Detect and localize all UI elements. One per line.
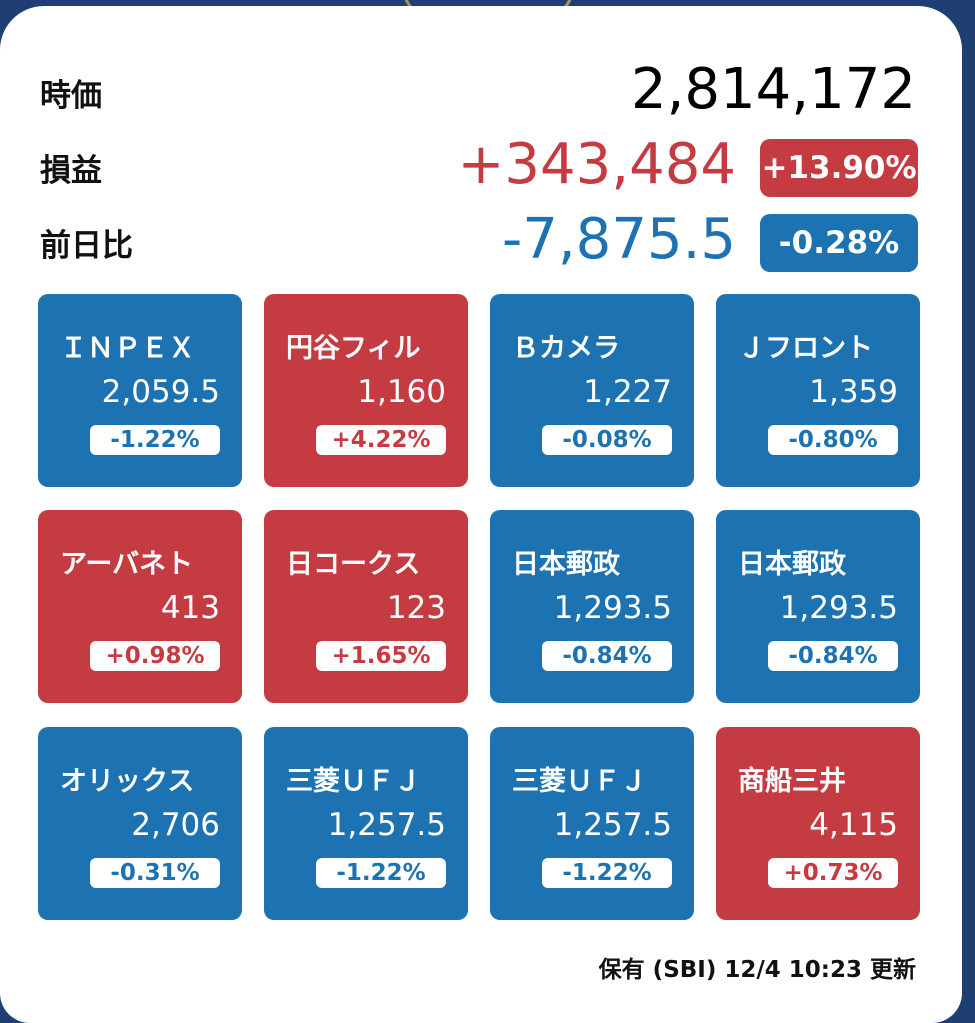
stock-name: 三菱ＵＦＪ: [512, 766, 647, 797]
profit-loss-label: 損益: [40, 153, 102, 189]
stock-tile-inpex[interactable]: ＩＮＰＥＸ 2,059.5 -1.22%: [38, 294, 242, 487]
market-value: 2,814,172: [630, 57, 916, 122]
update-status-text: 保有 (SBI) 12/4 10:23 更新: [598, 957, 916, 983]
stock-tile-orix[interactable]: オリックス 2,706 -0.31%: [38, 727, 242, 920]
market-value-row: 時価 2,814,172: [0, 58, 962, 122]
stock-change-badge: -0.80%: [768, 425, 898, 455]
stock-name: 日本郵政: [738, 549, 846, 580]
stock-name: Ｂカメラ: [512, 333, 620, 364]
stock-tile-urbanet[interactable]: アーバネト 413 +0.98%: [38, 510, 242, 703]
stock-price: 4,115: [809, 807, 898, 843]
day-change-percent-badge: -0.28%: [760, 214, 918, 272]
stock-price: 1,293.5: [553, 590, 672, 626]
stock-tile-nippon-coke[interactable]: 日コークス 123 +1.65%: [264, 510, 468, 703]
stock-price: 1,257.5: [553, 807, 672, 843]
stock-change-badge: -1.22%: [316, 858, 446, 888]
stock-tile-japan-post[interactable]: 日本郵政 1,293.5 -0.84%: [490, 510, 694, 703]
profit-loss-row: 損益 +343,484 +13.90%: [0, 133, 962, 197]
stock-change-badge: -1.22%: [542, 858, 672, 888]
portfolio-widget[interactable]: 時価 2,814,172 損益 +343,484 +13.90% 前日比 -7,…: [0, 6, 962, 1023]
stock-tile-mufg[interactable]: 三菱ＵＦＪ 1,257.5 -1.22%: [264, 727, 468, 920]
stock-name: Ｊフロント: [738, 333, 873, 364]
stock-change-badge: +0.73%: [768, 858, 898, 888]
stock-price: 1,359: [809, 374, 898, 410]
stock-tile-bic-camera[interactable]: Ｂカメラ 1,227 -0.08%: [490, 294, 694, 487]
stock-price: 1,160: [357, 374, 446, 410]
stock-price: 1,257.5: [327, 807, 446, 843]
stock-price: 1,293.5: [779, 590, 898, 626]
day-change-row: 前日比 -7,875.5 -0.28%: [0, 208, 962, 272]
stock-tile-tsuburaya-fields[interactable]: 円谷フィル 1,160 +4.22%: [264, 294, 468, 487]
stock-price: 1,227: [583, 374, 672, 410]
stock-change-badge: -0.31%: [90, 858, 220, 888]
stock-tile-j-front[interactable]: Ｊフロント 1,359 -0.80%: [716, 294, 920, 487]
stock-price: 2,059.5: [101, 374, 220, 410]
stock-name: 三菱ＵＦＪ: [286, 766, 421, 797]
stock-price: 123: [386, 590, 446, 626]
profit-loss-value: +343,484: [457, 132, 737, 197]
market-value-label: 時価: [40, 78, 102, 114]
stock-change-badge: -0.84%: [768, 641, 898, 671]
stock-change-badge: +4.22%: [316, 425, 446, 455]
stock-name: 日本郵政: [512, 549, 620, 580]
stock-name: 日コークス: [286, 549, 421, 580]
stock-tile-japan-post[interactable]: 日本郵政 1,293.5 -0.84%: [716, 510, 920, 703]
stock-name: 商船三井: [738, 766, 846, 797]
stock-name: ＩＮＰＥＸ: [60, 333, 195, 364]
stock-change-badge: +1.65%: [316, 641, 446, 671]
stock-tile-mitsui-osk[interactable]: 商船三井 4,115 +0.73%: [716, 727, 920, 920]
stock-name: オリックス: [60, 766, 195, 797]
stock-change-badge: -1.22%: [90, 425, 220, 455]
day-change-label: 前日比: [40, 228, 133, 264]
stock-price: 413: [160, 590, 220, 626]
stock-name: アーバネト: [60, 549, 194, 580]
stock-change-badge: -0.84%: [542, 641, 672, 671]
stock-tile-mufg[interactable]: 三菱ＵＦＪ 1,257.5 -1.22%: [490, 727, 694, 920]
stock-price: 2,706: [131, 807, 220, 843]
stock-change-badge: -0.08%: [542, 425, 672, 455]
stock-name: 円谷フィル: [286, 333, 421, 364]
stock-change-badge: +0.98%: [90, 641, 220, 671]
day-change-value: -7,875.5: [502, 207, 736, 272]
profit-loss-percent-badge: +13.90%: [760, 139, 918, 197]
